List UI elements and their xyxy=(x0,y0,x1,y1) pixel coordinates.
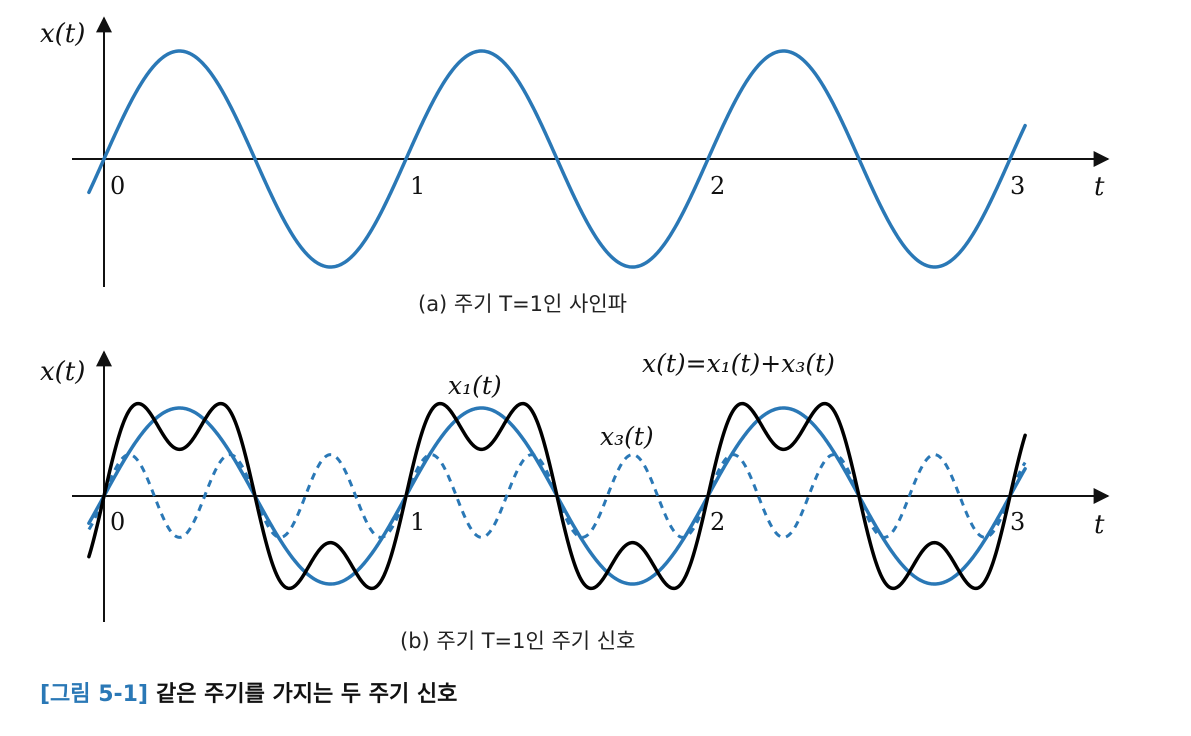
panel-b-annotation-x1: x₁(t) xyxy=(448,371,502,400)
panel-a-caption: (a) 주기 T=1인 사인파 xyxy=(418,292,627,316)
panel-a-xtick-0: 0 xyxy=(110,172,125,200)
figure-caption-title: 같은 주기를 가지는 두 주기 신호 xyxy=(156,682,458,707)
panel-b-annotation-x3: x₃(t) xyxy=(600,422,654,451)
panel-b-annotation-sum: x(t)=x₁(t)+x₃(t) xyxy=(642,349,835,378)
panel-b-ylabel: x(t) xyxy=(40,357,85,387)
panel-a: x(t) t 0 1 2 3 (a) 주기 T=1인 사인파 xyxy=(40,16,1110,316)
panel-b-caption: (b) 주기 T=1인 주기 신호 xyxy=(400,629,635,653)
panel-b-xlabel: t xyxy=(1094,510,1105,540)
panel-a-sine-curve xyxy=(87,49,1027,269)
panel-b: x(t) t 0 1 2 3 x(t)=x₁(t)+x₃(t) x₁(t) x₃… xyxy=(40,349,1110,653)
panel-a-xtick-2: 2 xyxy=(710,172,725,200)
panel-b-xtick-1: 1 xyxy=(410,508,425,536)
panel-b-xtick-3: 3 xyxy=(1010,508,1025,536)
panel-a-xlabel: t xyxy=(1094,172,1105,202)
panel-b-xtick-2: 2 xyxy=(710,508,725,536)
panel-b-xtick-0: 0 xyxy=(110,508,125,536)
figure-caption-label: [그림 5-1] xyxy=(40,682,148,707)
panel-a-xtick-3: 3 xyxy=(1010,172,1025,200)
panel-b-sum-curve xyxy=(87,401,1027,591)
figure-caption: [그림 5-1] 같은 주기를 가지는 두 주기 신호 xyxy=(40,676,457,708)
panel-a-xtick-1: 1 xyxy=(410,172,425,200)
panel-a-ylabel: x(t) xyxy=(40,19,85,49)
